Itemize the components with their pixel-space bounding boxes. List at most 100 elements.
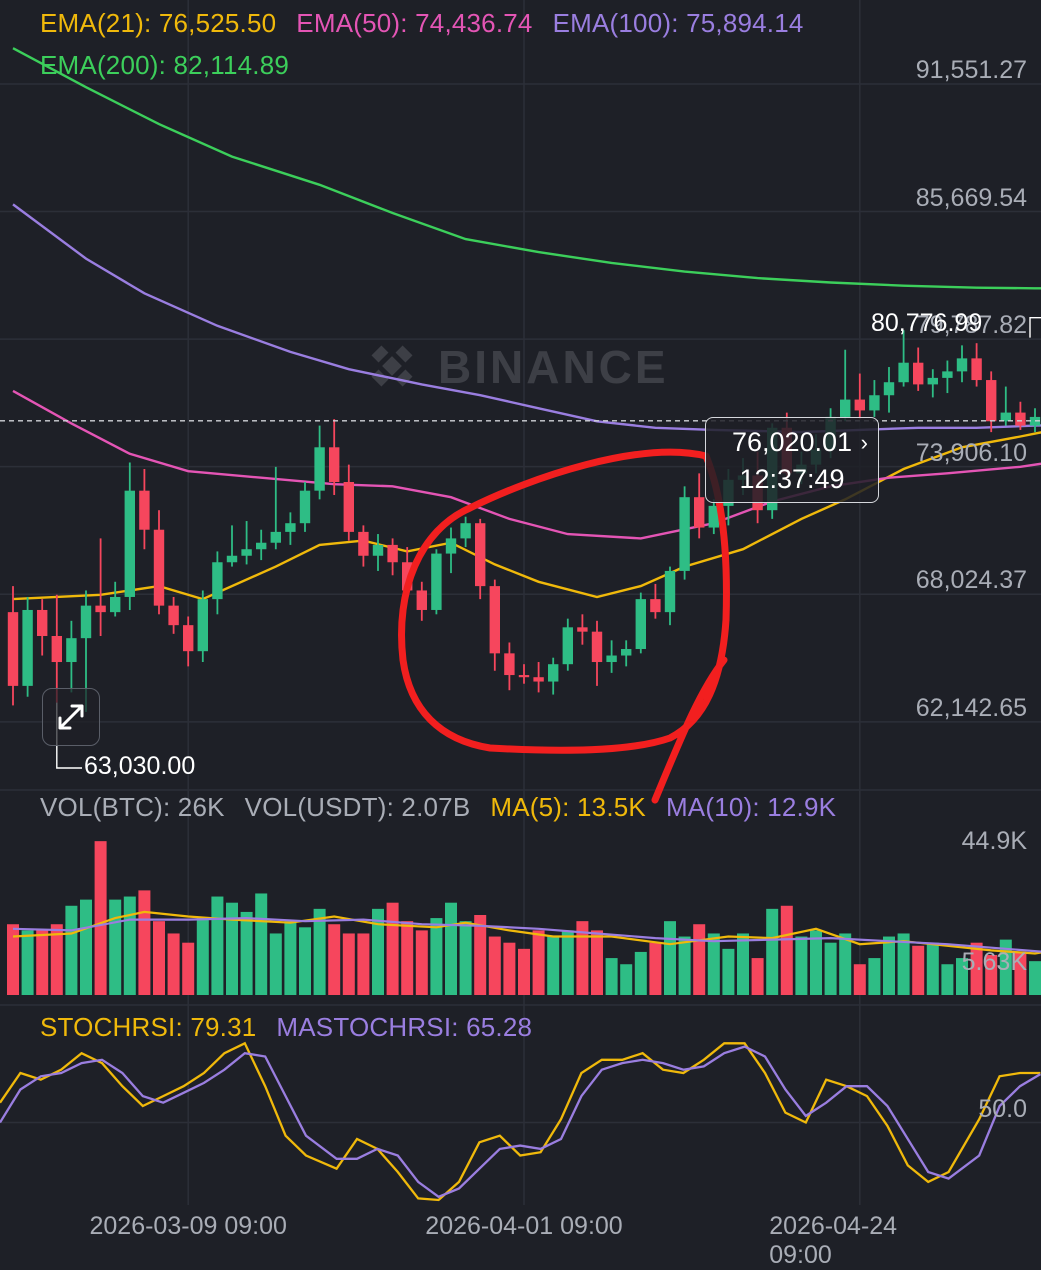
candle-body [986, 380, 997, 422]
candle-body [387, 544, 398, 563]
candle [153, 510, 165, 615]
red-circle-annotation [398, 448, 730, 804]
volume-bar [488, 936, 501, 995]
candle [840, 349, 851, 422]
volume-bar [445, 902, 457, 995]
candle [51, 594, 62, 703]
candle-body [7, 612, 19, 686]
current-price-box[interactable]: 76,020.01 12:37:49 › [705, 417, 879, 503]
candle [679, 486, 690, 580]
volume-bar [196, 918, 209, 995]
candle [285, 512, 296, 545]
candle-body [664, 570, 676, 613]
candle [606, 640, 617, 673]
candle [635, 592, 646, 654]
candle-body [548, 664, 559, 682]
expand-chart-button[interactable] [42, 688, 100, 746]
candle-body [95, 605, 106, 613]
candle [504, 642, 515, 691]
volume-bar [634, 951, 647, 995]
volume-bar [853, 964, 866, 995]
candle [927, 369, 938, 398]
candle-body [22, 609, 33, 686]
high-marker-line [1029, 316, 1041, 338]
candle-body [372, 544, 384, 556]
candle-body [314, 447, 325, 491]
candle-body [650, 599, 661, 613]
logo-square [371, 345, 389, 363]
stochrsi-tick-label: 50.0 [978, 1094, 1027, 1123]
volume-legend-item: MA(5): 13.5K [490, 792, 646, 822]
volume-bar [926, 942, 939, 995]
candle-body [1015, 412, 1026, 426]
candle [37, 599, 48, 656]
volume-bar [591, 930, 603, 995]
candle-body [679, 497, 690, 571]
candle [869, 380, 880, 417]
candle [664, 566, 676, 626]
ema-legend-item: EMA(50): 74,436.74 [296, 8, 533, 38]
candle-body [212, 562, 223, 600]
candle [372, 534, 384, 571]
candle-body [533, 677, 544, 682]
candle [387, 538, 398, 576]
volume-tick-label: 44.9K [961, 826, 1027, 855]
candle [256, 529, 267, 561]
date-tick-label: 2026-03-09 09:00 [89, 1212, 287, 1240]
volume-legend-item: MA(10): 12.9K [665, 792, 837, 822]
candle [913, 347, 924, 391]
volume-bar [328, 924, 341, 995]
volume-ma5-line [12, 910, 1041, 955]
volume-bar [722, 948, 735, 995]
volume-bar [153, 921, 165, 995]
volume-bar [255, 893, 268, 995]
candle-body [358, 531, 369, 556]
candle-body [577, 627, 588, 632]
volume-ma10-line [12, 916, 1041, 957]
candle-body [168, 605, 179, 626]
volume-bar [532, 930, 545, 995]
candle [197, 590, 208, 663]
candle-body [942, 371, 953, 378]
stochrsi-line-mastochrsi [0, 1045, 1041, 1199]
candle [562, 618, 573, 671]
candle-body [1000, 412, 1011, 422]
volume-bar [503, 942, 516, 995]
candle-body [606, 655, 617, 663]
volume-bar [970, 942, 983, 995]
candle [475, 518, 486, 600]
volume-bar [109, 899, 122, 995]
candle-body [299, 490, 311, 524]
candle [956, 345, 968, 383]
chart-canvas[interactable]: BINANCE [0, 0, 1041, 1244]
candle [431, 549, 442, 615]
candle-body [708, 505, 719, 528]
ema-line-ema50 [12, 389, 1041, 540]
candle [212, 551, 223, 615]
price-tick-label: 79,787.82 [915, 311, 1027, 340]
candle-body [504, 653, 515, 676]
volume-bar [985, 955, 998, 995]
volume-tick-label: 5.63K [961, 947, 1027, 976]
candle-body [635, 599, 646, 650]
candle [226, 525, 238, 567]
volume-bar [547, 936, 560, 995]
candle [139, 468, 150, 550]
date-tick-label: 2026-04-24 09:00 [769, 1212, 898, 1269]
candle-body [840, 399, 851, 417]
volume-bar [605, 958, 618, 995]
volume-legend-item: VOL(USDT): 2.07B [244, 792, 471, 822]
candle [883, 367, 895, 413]
candle [183, 616, 194, 667]
candle [942, 360, 953, 394]
volume-bar [897, 933, 910, 995]
volume-bar [941, 964, 954, 995]
candle-body [621, 649, 632, 656]
candle [1015, 401, 1026, 430]
candle-body [460, 523, 471, 539]
stochrsi-legend-item: MASTOCHRSI: 65.28 [276, 1012, 533, 1042]
ema200-legend-value: EMA(200): 82,114.89 [40, 50, 290, 80]
volume-bar [956, 958, 968, 995]
grid-lines [0, 0, 1041, 1205]
